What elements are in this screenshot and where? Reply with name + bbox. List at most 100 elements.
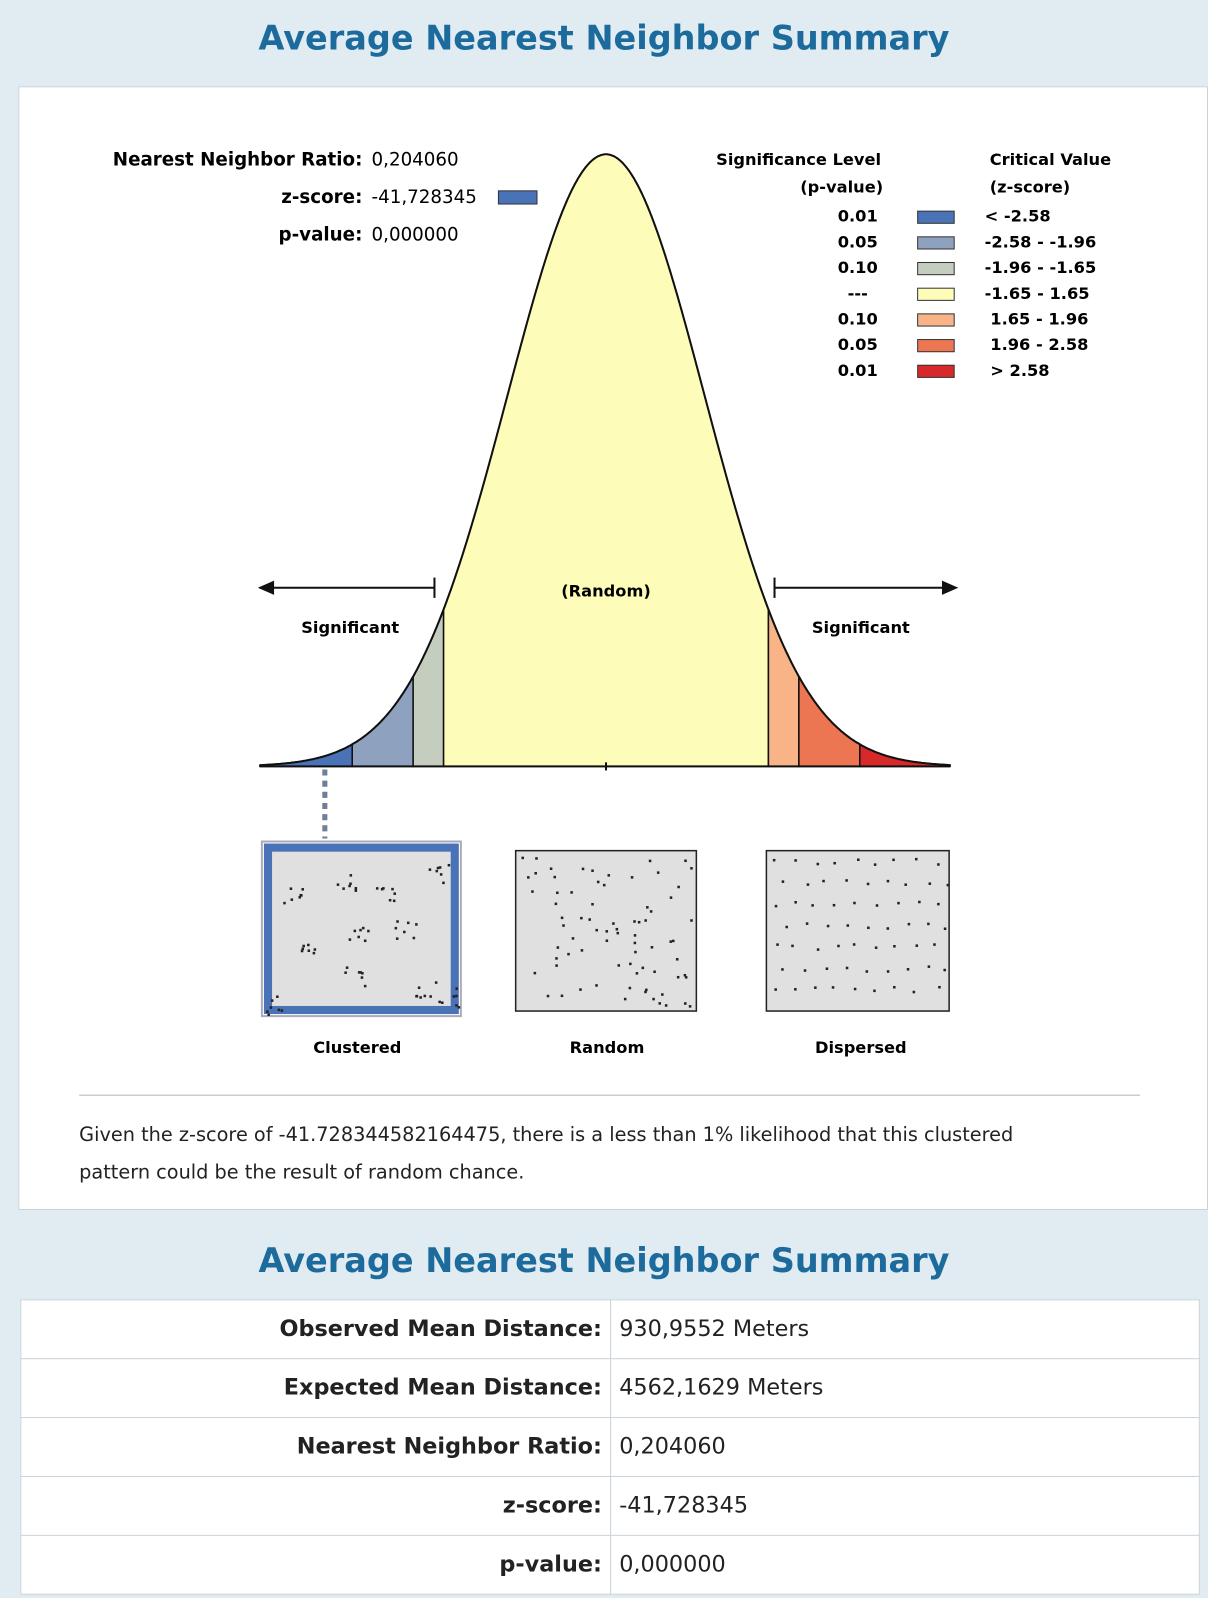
legend-swatch bbox=[918, 365, 955, 377]
point bbox=[561, 995, 564, 998]
curve-band bbox=[860, 744, 950, 766]
point bbox=[629, 963, 632, 966]
point bbox=[547, 995, 550, 998]
point bbox=[588, 918, 591, 921]
point bbox=[555, 957, 558, 960]
point bbox=[561, 917, 564, 920]
point bbox=[581, 949, 584, 952]
curve-band bbox=[444, 154, 769, 766]
point bbox=[665, 1004, 668, 1007]
point bbox=[349, 882, 352, 885]
point bbox=[357, 936, 360, 939]
point bbox=[270, 1006, 273, 1009]
point bbox=[806, 922, 809, 925]
point bbox=[646, 906, 649, 909]
point bbox=[684, 860, 687, 863]
point bbox=[652, 998, 655, 1001]
point bbox=[634, 951, 637, 954]
legend-p: 0.05 bbox=[838, 232, 878, 251]
point bbox=[355, 887, 358, 890]
point bbox=[278, 1009, 281, 1012]
table-row: p-value:0,000000 bbox=[21, 1535, 1200, 1594]
point bbox=[597, 881, 600, 884]
point bbox=[774, 988, 777, 991]
point bbox=[847, 924, 850, 927]
point bbox=[867, 883, 870, 886]
legend-header: (z-score) bbox=[990, 177, 1070, 196]
row-value: 0,204060 bbox=[611, 1418, 1200, 1477]
point bbox=[794, 901, 797, 904]
curve-label: Significant bbox=[301, 618, 399, 637]
point bbox=[308, 949, 311, 952]
legend-z: < -2.58 bbox=[985, 207, 1051, 226]
point bbox=[857, 858, 860, 861]
legend-swatch bbox=[918, 340, 955, 352]
point bbox=[527, 876, 530, 879]
point bbox=[556, 892, 559, 895]
point bbox=[937, 863, 940, 866]
stat-value: -41,728345 bbox=[372, 187, 477, 208]
point bbox=[677, 976, 680, 979]
table-row: z-score:-41,728345 bbox=[21, 1476, 1200, 1535]
point bbox=[817, 948, 820, 951]
point bbox=[393, 900, 396, 903]
point bbox=[947, 884, 950, 887]
point bbox=[791, 945, 794, 948]
point bbox=[429, 868, 432, 871]
point bbox=[349, 938, 352, 941]
legend-z: > 2.58 bbox=[985, 361, 1050, 380]
point bbox=[661, 993, 664, 996]
point bbox=[653, 970, 656, 973]
point bbox=[629, 987, 632, 990]
point bbox=[438, 1001, 441, 1004]
pattern-label: Clustered bbox=[313, 1038, 401, 1057]
stat-value: 0,000000 bbox=[372, 225, 459, 246]
point bbox=[361, 976, 364, 979]
legend-z: 1.65 - 1.96 bbox=[985, 309, 1089, 328]
point bbox=[634, 942, 637, 945]
point bbox=[690, 919, 693, 922]
point bbox=[826, 967, 829, 970]
point bbox=[550, 867, 553, 870]
legend-swatch bbox=[918, 211, 955, 223]
point bbox=[853, 902, 856, 905]
point bbox=[342, 887, 345, 890]
point bbox=[458, 1006, 461, 1009]
z-indicator bbox=[498, 191, 537, 204]
point bbox=[887, 927, 890, 930]
point bbox=[605, 930, 608, 933]
point bbox=[440, 873, 443, 876]
point bbox=[657, 871, 660, 874]
point bbox=[302, 948, 305, 951]
point bbox=[603, 884, 606, 887]
point bbox=[591, 869, 594, 872]
point bbox=[929, 882, 932, 885]
point bbox=[389, 899, 392, 902]
legend-swatch bbox=[918, 263, 955, 275]
point bbox=[572, 937, 575, 940]
point bbox=[794, 988, 797, 991]
pattern-box bbox=[268, 848, 455, 1010]
point bbox=[893, 986, 896, 989]
point bbox=[876, 904, 879, 907]
point bbox=[606, 939, 609, 942]
table-row: Nearest Neighbor Ratio:0,204060 bbox=[21, 1418, 1200, 1477]
point bbox=[616, 928, 619, 931]
point bbox=[608, 874, 611, 877]
point bbox=[407, 922, 410, 925]
arrow-head bbox=[942, 581, 958, 595]
point bbox=[436, 870, 439, 873]
point bbox=[817, 863, 820, 866]
legend-p: 0.01 bbox=[838, 207, 878, 226]
stat-value: 0,204060 bbox=[372, 149, 459, 170]
point bbox=[376, 887, 379, 890]
point bbox=[290, 887, 293, 890]
legend-z: -1.65 - 1.65 bbox=[985, 284, 1090, 303]
row-label: z-score: bbox=[21, 1476, 611, 1535]
point bbox=[638, 921, 641, 924]
table-row: Observed Mean Distance:930,9552 Meters bbox=[21, 1300, 1200, 1359]
point bbox=[393, 892, 396, 895]
point bbox=[845, 879, 848, 882]
point bbox=[276, 995, 279, 998]
